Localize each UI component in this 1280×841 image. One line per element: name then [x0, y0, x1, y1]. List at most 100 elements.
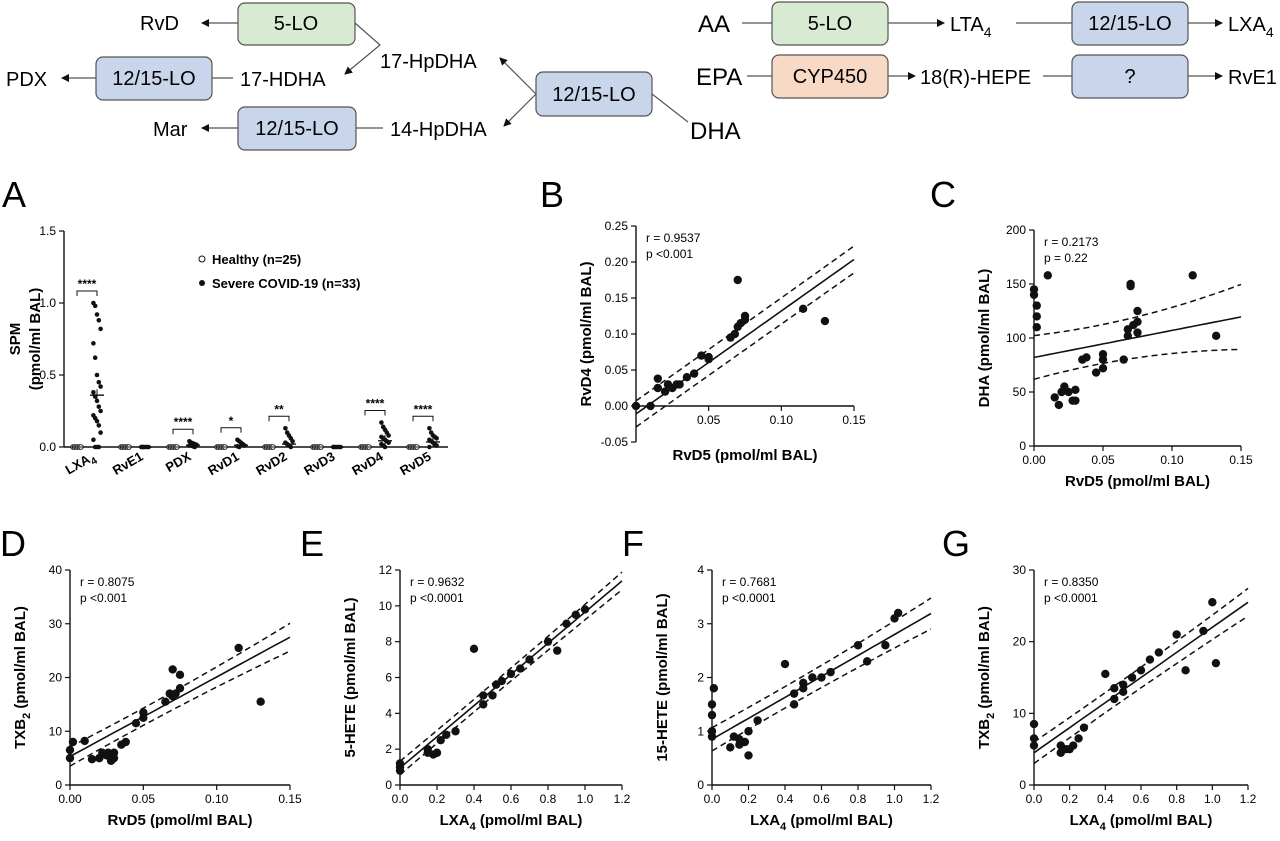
data-point [168, 665, 177, 674]
x-tick-label: 1.2 [1240, 792, 1257, 806]
covid-point [96, 404, 102, 409]
confidence-band-upper [1033, 283, 1242, 337]
x-tick-label: 0.05 [697, 413, 721, 427]
data-point [1029, 719, 1039, 729]
data-point [562, 619, 571, 628]
data-point [65, 753, 75, 763]
data-point [256, 697, 265, 706]
data-point [862, 657, 872, 666]
data-point [740, 737, 750, 747]
data-point [1119, 355, 1128, 364]
data-point [553, 646, 562, 655]
data-point [1071, 385, 1080, 395]
x-axis-label: RvD5 (pmol/ml BAL) [1065, 473, 1210, 490]
y-tick-label: 4 [385, 706, 392, 720]
x-tick-label: 0.00 [1022, 453, 1046, 467]
data-point [1199, 626, 1208, 636]
enzyme-1215lo-mar-label: 12/15-LO [255, 118, 338, 140]
data-point [488, 691, 497, 700]
data-point [1032, 301, 1041, 310]
x-tick-label: 0.8 [540, 792, 557, 806]
data-point [1029, 290, 1039, 299]
data-point [682, 373, 692, 382]
chart-panel-e: 0 2 4 6 8 10 12 0.0 0.2 0.4 0.6 0.8 1.0 1.2 LXA4 (pmol… [342, 563, 631, 833]
category-label: RvD4 [349, 448, 386, 478]
data-point [1211, 658, 1221, 668]
node-dha: DHA [690, 118, 741, 145]
x-tick-label: 0.4 [777, 792, 794, 806]
data-point [1172, 630, 1181, 639]
y-tick-label: 0.20 [605, 255, 629, 269]
y-tick-label: 0 [1019, 778, 1026, 792]
x-tick-label: 0.4 [1097, 792, 1114, 806]
significance-bracket [76, 290, 98, 296]
y-tick-label: 0.00 [605, 399, 629, 413]
y-tick-label: 30 [49, 617, 63, 631]
y-tick-label: -0.05 [601, 435, 629, 449]
y-tick-label: 50 [1013, 385, 1027, 399]
category-label: RvD3 [301, 449, 337, 479]
data-point [543, 637, 553, 646]
data-point [1091, 368, 1101, 377]
data-point [442, 730, 451, 740]
data-point [798, 304, 808, 313]
enzyme-1215lo-dha-label: 12/15-LO [552, 84, 635, 106]
node-17-hdha: 17-HDHA [240, 69, 326, 91]
x-tick-label: 0.10 [205, 792, 229, 806]
x-tick-label: 0.6 [503, 792, 520, 806]
data-point [707, 700, 717, 709]
data-point [733, 275, 742, 285]
x-tick-label: 1.0 [886, 792, 903, 806]
y-axis-label: 15-HETE (pmol/ml BAL) [654, 593, 671, 761]
data-point [893, 608, 903, 618]
dha-pathway-diagram: RvD 5-LO PDX 12/15-LO 17-HDHA Mar 12/15-… [6, 2, 741, 151]
data-point [744, 751, 753, 760]
legend-marker-healthy [198, 255, 206, 263]
covid-point [91, 341, 96, 346]
data-point [1123, 331, 1133, 341]
category-label: RvD2 [253, 449, 289, 479]
stat-annotation: p <0.0001 [410, 591, 464, 605]
data-point [139, 708, 148, 717]
covid-point [288, 444, 294, 450]
x-tick-label: 1.0 [577, 792, 594, 806]
covid-point [290, 438, 295, 444]
confidence-band-lower [1033, 348, 1242, 381]
data-point [395, 759, 405, 768]
x-tick-label: 0.4 [466, 792, 483, 806]
data-point [653, 383, 662, 393]
chart-panel-c: 0 50 100 150 200 0.00 0.05 0.10 0.15 RvD5 (pmol/m… [976, 223, 1253, 490]
data-point [175, 670, 185, 680]
data-point [580, 605, 590, 614]
covid-point [94, 372, 100, 378]
y-tick-label: 0 [385, 778, 392, 792]
x-tick-label: 0.2 [429, 792, 446, 806]
data-point [436, 736, 445, 745]
stat-annotation: r = 0.9632 [410, 575, 465, 589]
data-point [707, 710, 717, 720]
category-label: RvE1 [110, 449, 146, 478]
data-point [660, 387, 670, 396]
data-point [789, 700, 799, 709]
significance-label: **** [414, 402, 433, 416]
node-rve1: RvE1 [1228, 67, 1277, 89]
data-point [1079, 723, 1089, 732]
y-tick-label: 1 [697, 724, 704, 738]
chart-panel-g: 0 10 20 30 0.0 0.2 0.4 0.6 0.8 1.0 1.2 LXA4 (pmol/m… [976, 563, 1257, 833]
x-tick-label: 0.05 [1091, 453, 1115, 467]
data-point [68, 737, 78, 747]
stat-annotation: p <0.0001 [1044, 591, 1098, 605]
panel-letter-d: D [0, 523, 26, 564]
covid-point [94, 312, 100, 317]
y-tick-label: 30 [1013, 563, 1027, 577]
covid-point [92, 303, 98, 309]
y-tick-label: 10 [1013, 706, 1027, 720]
significance-label: **** [174, 415, 193, 429]
node-lta4: LTA4 [950, 14, 992, 40]
data-point [175, 684, 185, 693]
x-tick-label: 0.0 [704, 792, 721, 806]
data-point [853, 641, 863, 650]
data-point [697, 351, 706, 360]
legend-label-healthy: Healthy (n=25) [212, 252, 301, 267]
data-point [1110, 684, 1119, 693]
